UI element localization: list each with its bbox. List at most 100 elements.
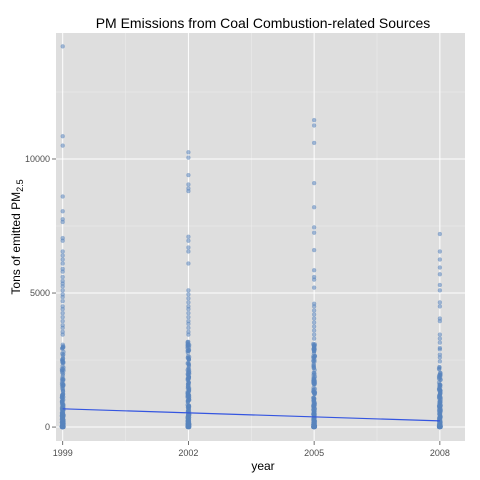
data-point [437,336,443,341]
data-points [59,44,443,430]
data-point [60,294,65,300]
data-point [186,332,191,337]
data-point [311,140,317,146]
data-point [185,398,191,404]
data-point [186,292,191,297]
data-point [312,411,317,416]
y-axis-ticks: 0 5000 10000 [25,154,56,432]
x-axis-title: year [251,459,274,473]
data-point [437,423,443,428]
trend-line-group [62,408,440,422]
data-point [185,424,191,429]
data-point [186,288,191,293]
data-point [60,389,66,394]
data-point [60,257,65,262]
data-point [60,269,65,274]
data-point [311,285,317,290]
data-point [186,150,191,155]
data-point [311,399,316,404]
data-point [437,249,443,254]
data-point [60,408,65,414]
data-point [437,282,443,288]
data-point [436,366,442,371]
data-point [311,312,317,317]
data-point [311,372,316,378]
data-point [311,348,317,354]
data-point [311,378,317,383]
data-point [312,353,318,359]
data-point [186,300,191,305]
data-point [60,209,65,214]
data-point [186,188,191,194]
data-point [437,231,443,237]
data-point [186,234,191,239]
x-tick-label: 2008 [430,448,450,458]
x-tick-label: 2002 [178,448,198,458]
data-point [60,306,65,312]
data-point [311,424,316,430]
data-point [60,363,65,369]
data-point [186,296,191,301]
plot-panel [56,33,465,441]
data-point [311,267,317,273]
data-point [186,314,191,320]
data-point [60,249,65,254]
data-point [186,245,191,250]
data-point [438,390,443,396]
data-point [311,328,317,333]
data-point [311,247,317,253]
data-point [60,288,65,293]
data-point [311,324,317,329]
data-point [186,238,191,243]
data-point [186,155,191,160]
data-point [59,368,65,373]
data-point [311,277,317,282]
data-point [311,336,317,341]
y-tick-label: 10000 [25,154,50,164]
data-point [60,343,66,349]
data-point [186,172,191,178]
data-point [311,341,316,347]
data-point [60,310,65,316]
data-point [186,306,191,312]
data-point [437,272,443,277]
data-point [311,304,317,309]
data-point [186,261,191,266]
data-point [60,143,65,148]
data-point [60,194,65,199]
data-point [311,320,317,325]
data-point [437,384,443,390]
data-point [436,403,442,409]
data-point [186,380,191,385]
y-tick-label: 5000 [30,288,50,298]
data-point [437,340,443,345]
data-point [186,325,191,331]
data-point [60,44,65,49]
data-point [185,345,191,351]
x-axis-ticks: 1999 2002 2005 2008 [53,441,450,458]
data-point [60,404,66,409]
data-point [60,325,65,331]
data-point [437,412,443,417]
trend-line [62,408,440,422]
data-point [311,332,317,337]
chart-title: PM Emissions from Coal Combustion-relate… [96,15,431,31]
data-point [312,359,317,364]
data-point [311,308,317,313]
data-point [60,274,65,280]
data-point [59,395,65,400]
data-point [437,304,443,309]
data-point [186,374,191,379]
data-point [437,399,442,404]
data-point [186,310,191,316]
data-point [60,298,65,304]
data-point [311,123,317,128]
data-point [59,400,65,405]
data-point [437,359,443,364]
data-point [60,253,65,258]
data-point [437,332,443,337]
data-point [437,288,443,293]
data-point [437,355,443,360]
data-point [60,261,65,266]
